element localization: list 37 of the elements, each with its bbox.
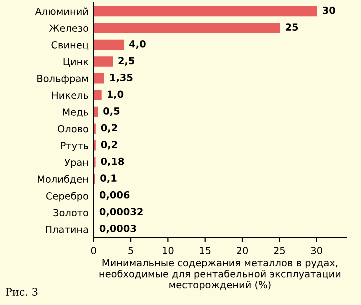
y-tick-label: Молибден: [38, 175, 88, 184]
x-tick-label: 25: [274, 247, 286, 254]
data-label: 25: [286, 24, 298, 32]
x-tick-label: 20: [237, 247, 248, 254]
data-label: 0,006: [100, 191, 130, 200]
text: Рис. 3: [6, 288, 38, 296]
y-tick-label: Никель: [52, 92, 88, 100]
data-label: 0,2: [101, 141, 118, 150]
y-tick-label: Железо: [49, 24, 88, 32]
y-tick-label: Золото: [54, 209, 88, 217]
y-tick-label: Алюминий: [35, 8, 88, 16]
x-tick-label: 0: [91, 247, 96, 254]
data-label: 0,1: [100, 174, 117, 184]
data-label: 1,35: [110, 74, 133, 83]
y-tick-label: Платина: [46, 226, 88, 234]
y-tick-label: Уран: [64, 159, 88, 168]
data-label: 0,5: [104, 108, 120, 116]
y-tick-label: Свинец: [52, 41, 89, 50]
y-tick-label: Серебро: [46, 192, 88, 202]
data-label: 0,18: [101, 158, 124, 166]
y-tick-label: Ртуть: [61, 142, 88, 152]
data-label: 30: [323, 6, 336, 14]
x-tick-label: 5: [128, 247, 134, 254]
x-tick-label: 30: [311, 247, 322, 254]
y-tick-label: Олово: [58, 125, 88, 133]
y-tick-label: Цинк: [64, 58, 89, 67]
data-label: 1,0: [108, 90, 124, 100]
y-tick-label: Вольфрам: [38, 75, 88, 84]
data-label: 4,0: [130, 40, 146, 50]
data-label: 0,00032: [100, 208, 143, 217]
x-tick-label: 15: [200, 247, 211, 254]
data-label: 2,5: [118, 57, 135, 66]
x-axis-title: Минимальные содержания металлов в рудах, необходимые для рентабельной эксплуатации месторождений (%): [100, 259, 341, 290]
data-label: 0,2: [101, 124, 118, 133]
data-label: 0,0003: [100, 224, 136, 234]
x-tick-label: 10: [163, 247, 174, 254]
y-tick-label: Медь: [63, 108, 88, 118]
